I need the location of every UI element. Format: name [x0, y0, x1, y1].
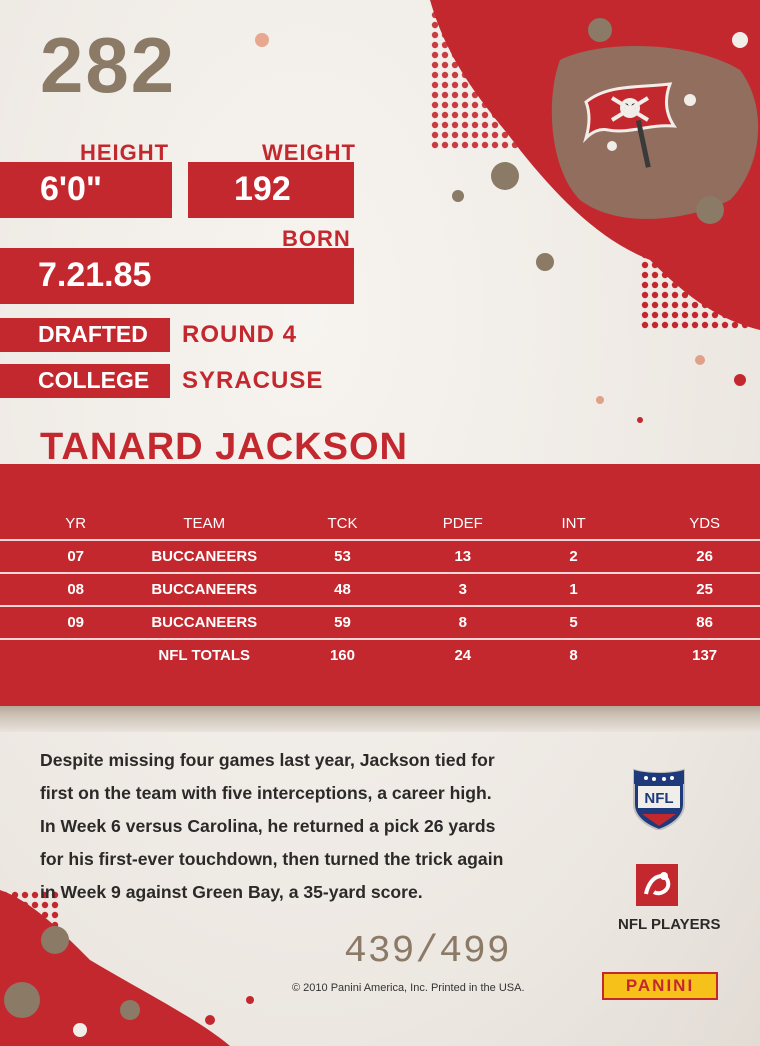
college-label: COLLEGE: [38, 367, 150, 393]
drafted-value: ROUND 4: [182, 321, 298, 348]
bio-line: for his first-ever touchdown, then turne…: [40, 849, 504, 869]
stats-header-yr: YR: [65, 515, 87, 532]
copyright-text: © 2010 Panini America, Inc. Printed in t…: [292, 982, 525, 994]
weight-bar: 192: [188, 162, 354, 218]
college-value: SYRACUSE: [182, 367, 324, 394]
height-bar: 6'0": [0, 162, 172, 218]
stat-cell: 08: [0, 572, 152, 606]
stat-cell: 3: [427, 572, 498, 606]
table-row: 08 BUCCANEERS 48 3 1 25: [0, 572, 760, 606]
player-name: TANARD JACKSON: [40, 426, 408, 468]
bio-line: Despite missing four games last year, Ja…: [40, 750, 495, 770]
stat-cell: 13: [427, 539, 498, 573]
drafted-bar: DRAFTED: [0, 318, 170, 352]
stat-cell: 25: [649, 572, 760, 606]
stats-header-pdef: PDEF: [442, 515, 483, 532]
height-label: HEIGHT: [80, 140, 170, 165]
stat-cell: 137: [649, 638, 760, 671]
stat-cell: 48: [257, 572, 428, 606]
stats-header-int: INT: [561, 515, 586, 532]
weight-value: 192: [234, 170, 291, 208]
stat-cell: 86: [649, 605, 760, 639]
born-value: 7.21.85: [38, 256, 152, 294]
stats-header-yds: YDS: [689, 515, 721, 532]
college-bar: COLLEGE: [0, 364, 170, 398]
stat-cell: [0, 638, 152, 671]
stats-header-tck: TCK: [327, 515, 358, 532]
born-bar: 7.21.85: [0, 248, 354, 304]
stat-cell: 26: [649, 539, 760, 573]
drafted-label: DRAFTED: [38, 321, 148, 347]
bio-line: in Week 9 against Green Bay, a 35-yard s…: [40, 882, 423, 902]
stat-cell: 59: [257, 605, 428, 639]
stat-cell: 8: [497, 638, 650, 671]
stat-cell: 53: [257, 539, 428, 573]
nfl-players-icon: [636, 864, 678, 906]
stats-table: YR TEAM TCK PDEF INT YDS 07 BUCCANEERS 5…: [0, 508, 760, 671]
svg-text:NFL: NFL: [644, 790, 673, 807]
stat-cell: 160: [257, 638, 428, 671]
nfl-players-label: NFL PLAYERS: [618, 916, 721, 933]
stats-header-row: YR TEAM TCK PDEF INT YDS: [0, 508, 760, 540]
stat-cell: 2: [497, 539, 650, 573]
stat-cell: 5: [497, 605, 650, 639]
serial-number: 439/499: [344, 930, 511, 973]
weight-label: WEIGHT: [262, 140, 356, 165]
totals-row: NFL TOTALS 160 24 8 137: [0, 638, 760, 671]
stat-cell: BUCCANEERS: [151, 605, 258, 639]
buccaneers-flag-icon: [582, 82, 677, 168]
stats-grime-border: [0, 706, 760, 732]
stat-cell: 09: [0, 605, 152, 639]
bio-line: In Week 6 versus Carolina, he returned a…: [40, 816, 496, 836]
table-row: 09 BUCCANEERS 59 8 5 86: [0, 605, 760, 639]
card-number: 282: [40, 21, 177, 109]
stat-cell: NFL TOTALS: [151, 638, 258, 671]
born-label: BORN: [282, 226, 351, 251]
nfl-shield-icon: NFL: [633, 768, 685, 830]
stats-header-team: TEAM: [183, 515, 226, 532]
stat-cell: BUCCANEERS: [151, 539, 258, 573]
stat-cell: 1: [497, 572, 650, 606]
bio-text: Despite missing four games last year, Ja…: [40, 744, 570, 909]
bio-line: first on the team with five interception…: [40, 783, 492, 803]
panini-logo: PANINI: [602, 972, 718, 1000]
stat-cell: 07: [0, 539, 152, 573]
table-row: 07 BUCCANEERS 53 13 2 26: [0, 539, 760, 573]
height-value: 6'0": [40, 170, 103, 208]
stat-cell: 8: [427, 605, 498, 639]
stat-cell: 24: [427, 638, 498, 671]
stat-cell: BUCCANEERS: [151, 572, 258, 606]
